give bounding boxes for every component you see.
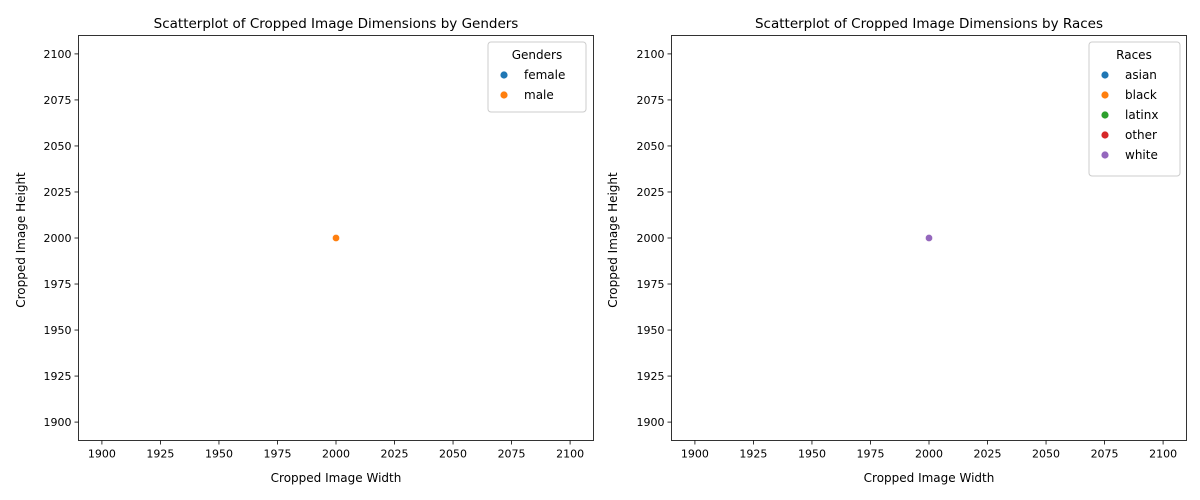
y-tick-label: 2050: [637, 140, 665, 153]
y-tick-label: 1950: [44, 324, 72, 337]
legend-title: Races: [1116, 48, 1152, 62]
legend: Genders female male: [487, 41, 587, 113]
legend-label-male: male: [524, 88, 554, 102]
y-tick-label: 2075: [44, 94, 72, 107]
y-tick-label: 1950: [637, 324, 665, 337]
legend-box: [487, 41, 587, 113]
data-points: [925, 234, 933, 242]
legend-label-white: white: [1125, 148, 1158, 162]
x-tick-label: 1975: [263, 448, 291, 461]
y-tick-label: 2025: [44, 186, 72, 199]
legend-label-asian: asian: [1125, 68, 1157, 82]
y-tick-label: 1925: [637, 370, 665, 383]
y-tick-label: 2000: [637, 232, 665, 245]
legend-marker-black: [1101, 91, 1109, 99]
x-tick-label: 1925: [146, 448, 174, 461]
legend-label-female: female: [524, 68, 565, 82]
legend-label-black: black: [1125, 88, 1157, 102]
legend-marker-latinx: [1101, 111, 1109, 119]
y-tick-label: 2075: [637, 94, 665, 107]
legend-label-latinx: latinx: [1125, 108, 1158, 122]
x-tick-label: 2025: [381, 448, 409, 461]
x-tick-label: 2000: [915, 448, 943, 461]
data-point-male: [332, 234, 340, 242]
y-tick-label: 2025: [637, 186, 665, 199]
legend-box: [1088, 41, 1181, 177]
legend-marker-male: [500, 91, 508, 99]
y-tick-label: 1975: [637, 278, 665, 291]
chart-title: Scatterplot of Cropped Image Dimensions …: [154, 16, 519, 32]
y-axis-label: Cropped Image Height: [606, 172, 620, 308]
x-tick-label: 2100: [1149, 448, 1177, 461]
legend-marker-white: [1101, 151, 1109, 159]
data-points: [332, 234, 340, 242]
x-tick-label: 2050: [439, 448, 467, 461]
y-axis-label: Cropped Image Height: [14, 172, 28, 308]
y-tick-label: 1925: [44, 370, 72, 383]
x-tick-label: 1975: [856, 448, 884, 461]
legend-label-other: other: [1125, 128, 1157, 142]
x-tick-label: 2075: [498, 448, 526, 461]
legend-marker-female: [500, 71, 508, 79]
x-axis-label: Cropped Image Width: [864, 471, 995, 485]
x-tick-label: 1950: [205, 448, 233, 461]
y-tick-label: 1975: [44, 278, 72, 291]
x-tick-label: 1950: [798, 448, 826, 461]
plot-frame: [78, 35, 594, 441]
legend-marker-asian: [1101, 71, 1109, 79]
x-tick-label: 1900: [681, 448, 709, 461]
x-axis-label: Cropped Image Width: [271, 471, 402, 485]
x-tick-label: 1900: [88, 448, 116, 461]
plot-frame: [671, 35, 1187, 441]
axis-ticks: 1900 1925 1950 1975 2000 2025 2050 2075 2100 1900…: [44, 48, 585, 461]
data-point-white: [925, 234, 933, 242]
axis-ticks: 1900 1925 1950 1975 2000 2025 2050 2075 2100 1900…: [637, 48, 1178, 461]
x-tick-label: 2000: [322, 448, 350, 461]
chart-genders: Scatterplot of Cropped Image Dimensions …: [14, 16, 594, 485]
chart-races: Scatterplot of Cropped Image Dimensions …: [606, 16, 1187, 485]
y-tick-label: 2100: [44, 48, 72, 61]
chart-title: Scatterplot of Cropped Image Dimensions …: [755, 16, 1103, 32]
legend-title: Genders: [512, 48, 562, 62]
legend-marker-other: [1101, 131, 1109, 139]
x-tick-label: 2075: [1091, 448, 1119, 461]
y-tick-label: 2100: [637, 48, 665, 61]
x-tick-label: 2050: [1032, 448, 1060, 461]
y-tick-label: 2000: [44, 232, 72, 245]
x-tick-label: 2025: [974, 448, 1002, 461]
x-tick-label: 1925: [739, 448, 767, 461]
y-tick-label: 1900: [44, 416, 72, 429]
y-tick-label: 2050: [44, 140, 72, 153]
x-tick-label: 2100: [556, 448, 584, 461]
y-tick-label: 1900: [637, 416, 665, 429]
legend: Races asian black latinx other white: [1088, 41, 1181, 177]
